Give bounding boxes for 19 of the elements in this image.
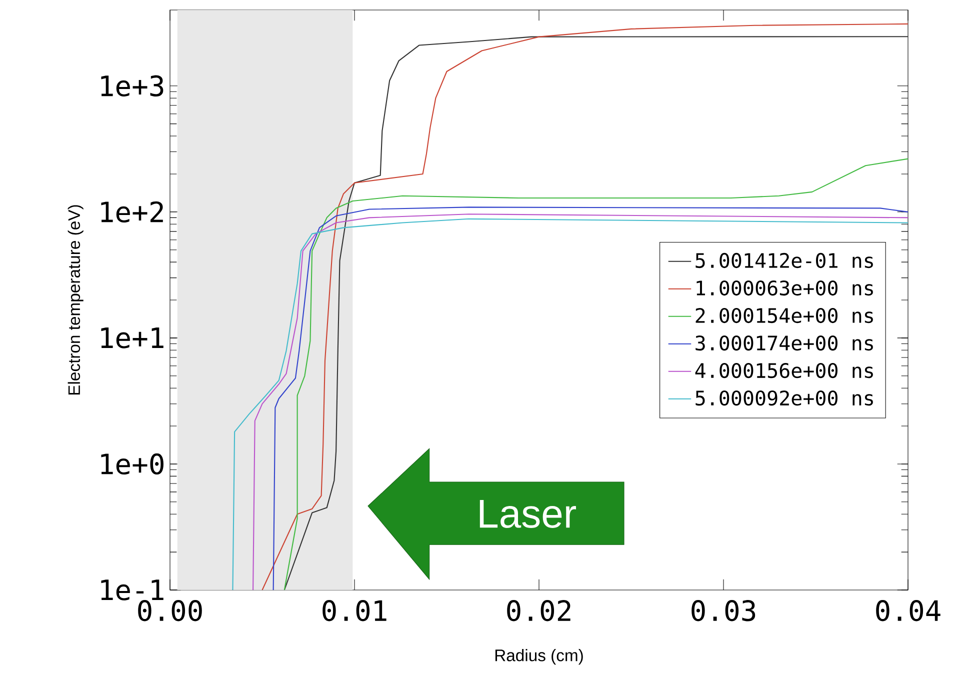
y-tick-label: 1e+1 xyxy=(101,328,164,348)
y-tick-label: 1e+3 xyxy=(101,75,164,96)
x-axis-title: Radius (cm) xyxy=(495,649,583,665)
legend-label: 1.000063e+00 ns xyxy=(696,280,873,296)
x-tick-label: 0.03 xyxy=(692,600,756,622)
legend-label: 2.000154e+00 ns xyxy=(696,308,873,324)
x-tick-label: 0.04 xyxy=(876,600,940,622)
legend-label: 4.000156e+00 ns xyxy=(695,362,873,378)
annotation: Laser xyxy=(480,500,576,528)
y-tick-label: 1e+2 xyxy=(101,201,163,222)
x-tick-label: 0.01 xyxy=(322,600,386,622)
x-tick-label: 0.00 xyxy=(138,600,202,622)
legend-label: 5.000092e+00 ns xyxy=(696,390,873,406)
x-tick-label: 0.02 xyxy=(507,600,570,622)
legend-label: 5.001412e-01 ns xyxy=(696,252,873,268)
y-tick-label: 1e-1 xyxy=(101,580,164,600)
y-tick-label: 1e+0 xyxy=(101,453,164,475)
legend-label: 3.000174e+00 ns xyxy=(696,335,873,351)
y-axis-title: Electron temperature (eV) xyxy=(68,205,84,395)
